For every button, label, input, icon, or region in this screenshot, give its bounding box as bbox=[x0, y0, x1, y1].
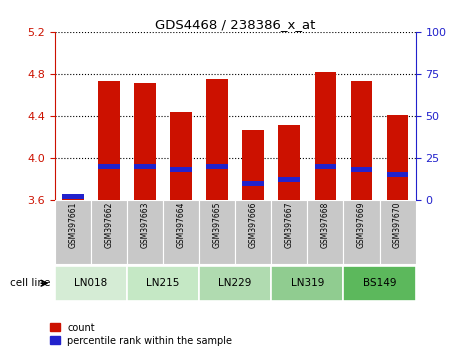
Bar bbox=[387, 115, 408, 200]
Text: LN215: LN215 bbox=[146, 278, 180, 288]
Bar bbox=[170, 167, 192, 172]
Legend: count, percentile rank within the sample: count, percentile rank within the sample bbox=[50, 323, 232, 346]
Bar bbox=[271, 200, 307, 264]
Bar bbox=[134, 164, 156, 169]
Title: GDS4468 / 238386_x_at: GDS4468 / 238386_x_at bbox=[155, 18, 315, 31]
Bar bbox=[55, 266, 127, 301]
Bar bbox=[351, 167, 372, 172]
Bar bbox=[380, 200, 416, 264]
Text: GSM397666: GSM397666 bbox=[249, 202, 257, 249]
Bar bbox=[271, 266, 343, 301]
Bar bbox=[55, 200, 91, 264]
Text: GSM397667: GSM397667 bbox=[285, 202, 294, 249]
Bar bbox=[134, 83, 156, 200]
Bar bbox=[242, 130, 264, 200]
Text: cell line: cell line bbox=[10, 278, 50, 288]
Bar bbox=[343, 200, 380, 264]
Text: BS149: BS149 bbox=[363, 278, 396, 288]
Text: GSM397662: GSM397662 bbox=[104, 202, 113, 248]
Text: LN229: LN229 bbox=[218, 278, 252, 288]
Bar bbox=[242, 181, 264, 185]
Text: GSM397668: GSM397668 bbox=[321, 202, 330, 248]
Bar bbox=[206, 164, 228, 169]
Bar bbox=[314, 164, 336, 169]
Bar bbox=[91, 200, 127, 264]
Text: LN018: LN018 bbox=[74, 278, 107, 288]
Bar bbox=[62, 194, 84, 199]
Bar bbox=[206, 79, 228, 200]
Text: GSM397669: GSM397669 bbox=[357, 202, 366, 249]
Text: GSM397665: GSM397665 bbox=[213, 202, 221, 249]
Bar bbox=[98, 164, 120, 169]
Bar bbox=[314, 72, 336, 200]
Text: LN319: LN319 bbox=[291, 278, 324, 288]
Bar bbox=[98, 81, 120, 200]
Text: GSM397663: GSM397663 bbox=[141, 202, 149, 249]
Bar bbox=[127, 200, 163, 264]
Bar bbox=[307, 200, 343, 264]
Bar bbox=[387, 172, 408, 177]
Text: GSM397670: GSM397670 bbox=[393, 202, 402, 249]
Bar bbox=[351, 81, 372, 200]
Bar bbox=[199, 266, 271, 301]
Bar bbox=[235, 200, 271, 264]
Bar bbox=[170, 112, 192, 200]
Bar bbox=[199, 200, 235, 264]
Bar bbox=[127, 266, 199, 301]
Text: GSM397661: GSM397661 bbox=[68, 202, 77, 248]
Bar bbox=[163, 200, 199, 264]
Bar bbox=[343, 266, 416, 301]
Bar bbox=[278, 177, 300, 182]
Bar bbox=[62, 198, 84, 200]
Bar bbox=[278, 125, 300, 200]
Text: GSM397664: GSM397664 bbox=[177, 202, 185, 249]
